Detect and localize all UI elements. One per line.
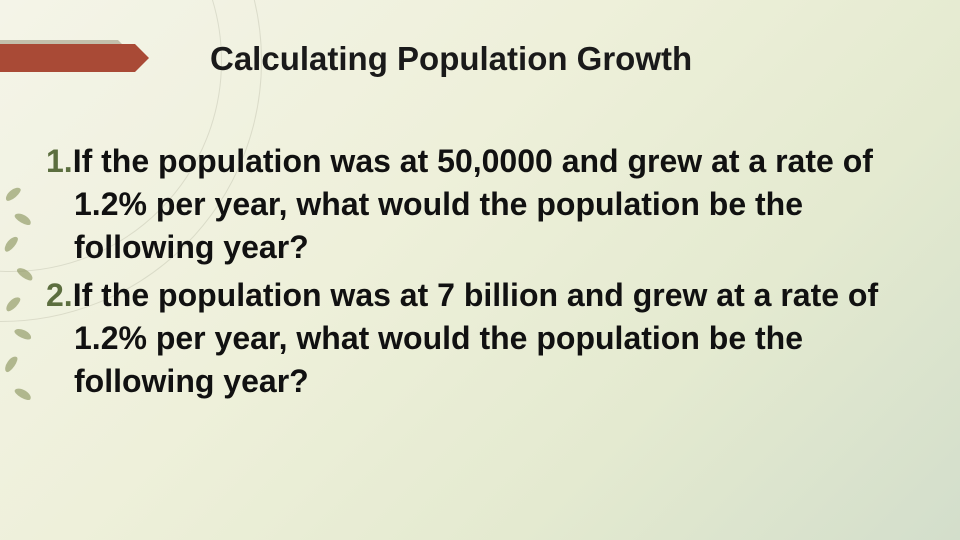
list-text: If the population was at 50,0000 and gre… [73,143,873,265]
slide-title: Calculating Population Growth [210,40,692,78]
ribbon-ornament [0,44,135,72]
list-item: 1.If the population was at 50,0000 and g… [46,140,940,270]
slide-body: 1.If the population was at 50,0000 and g… [46,140,940,407]
list-text: If the population was at 7 billion and g… [73,277,878,399]
slide: Calculating Population Growth 1.If the p… [0,0,960,540]
vine-ornament [0,180,40,430]
list-item: 2.If the population was at 7 billion and… [46,274,940,404]
list-number: 1. [46,143,73,179]
list-number: 2. [46,277,73,313]
